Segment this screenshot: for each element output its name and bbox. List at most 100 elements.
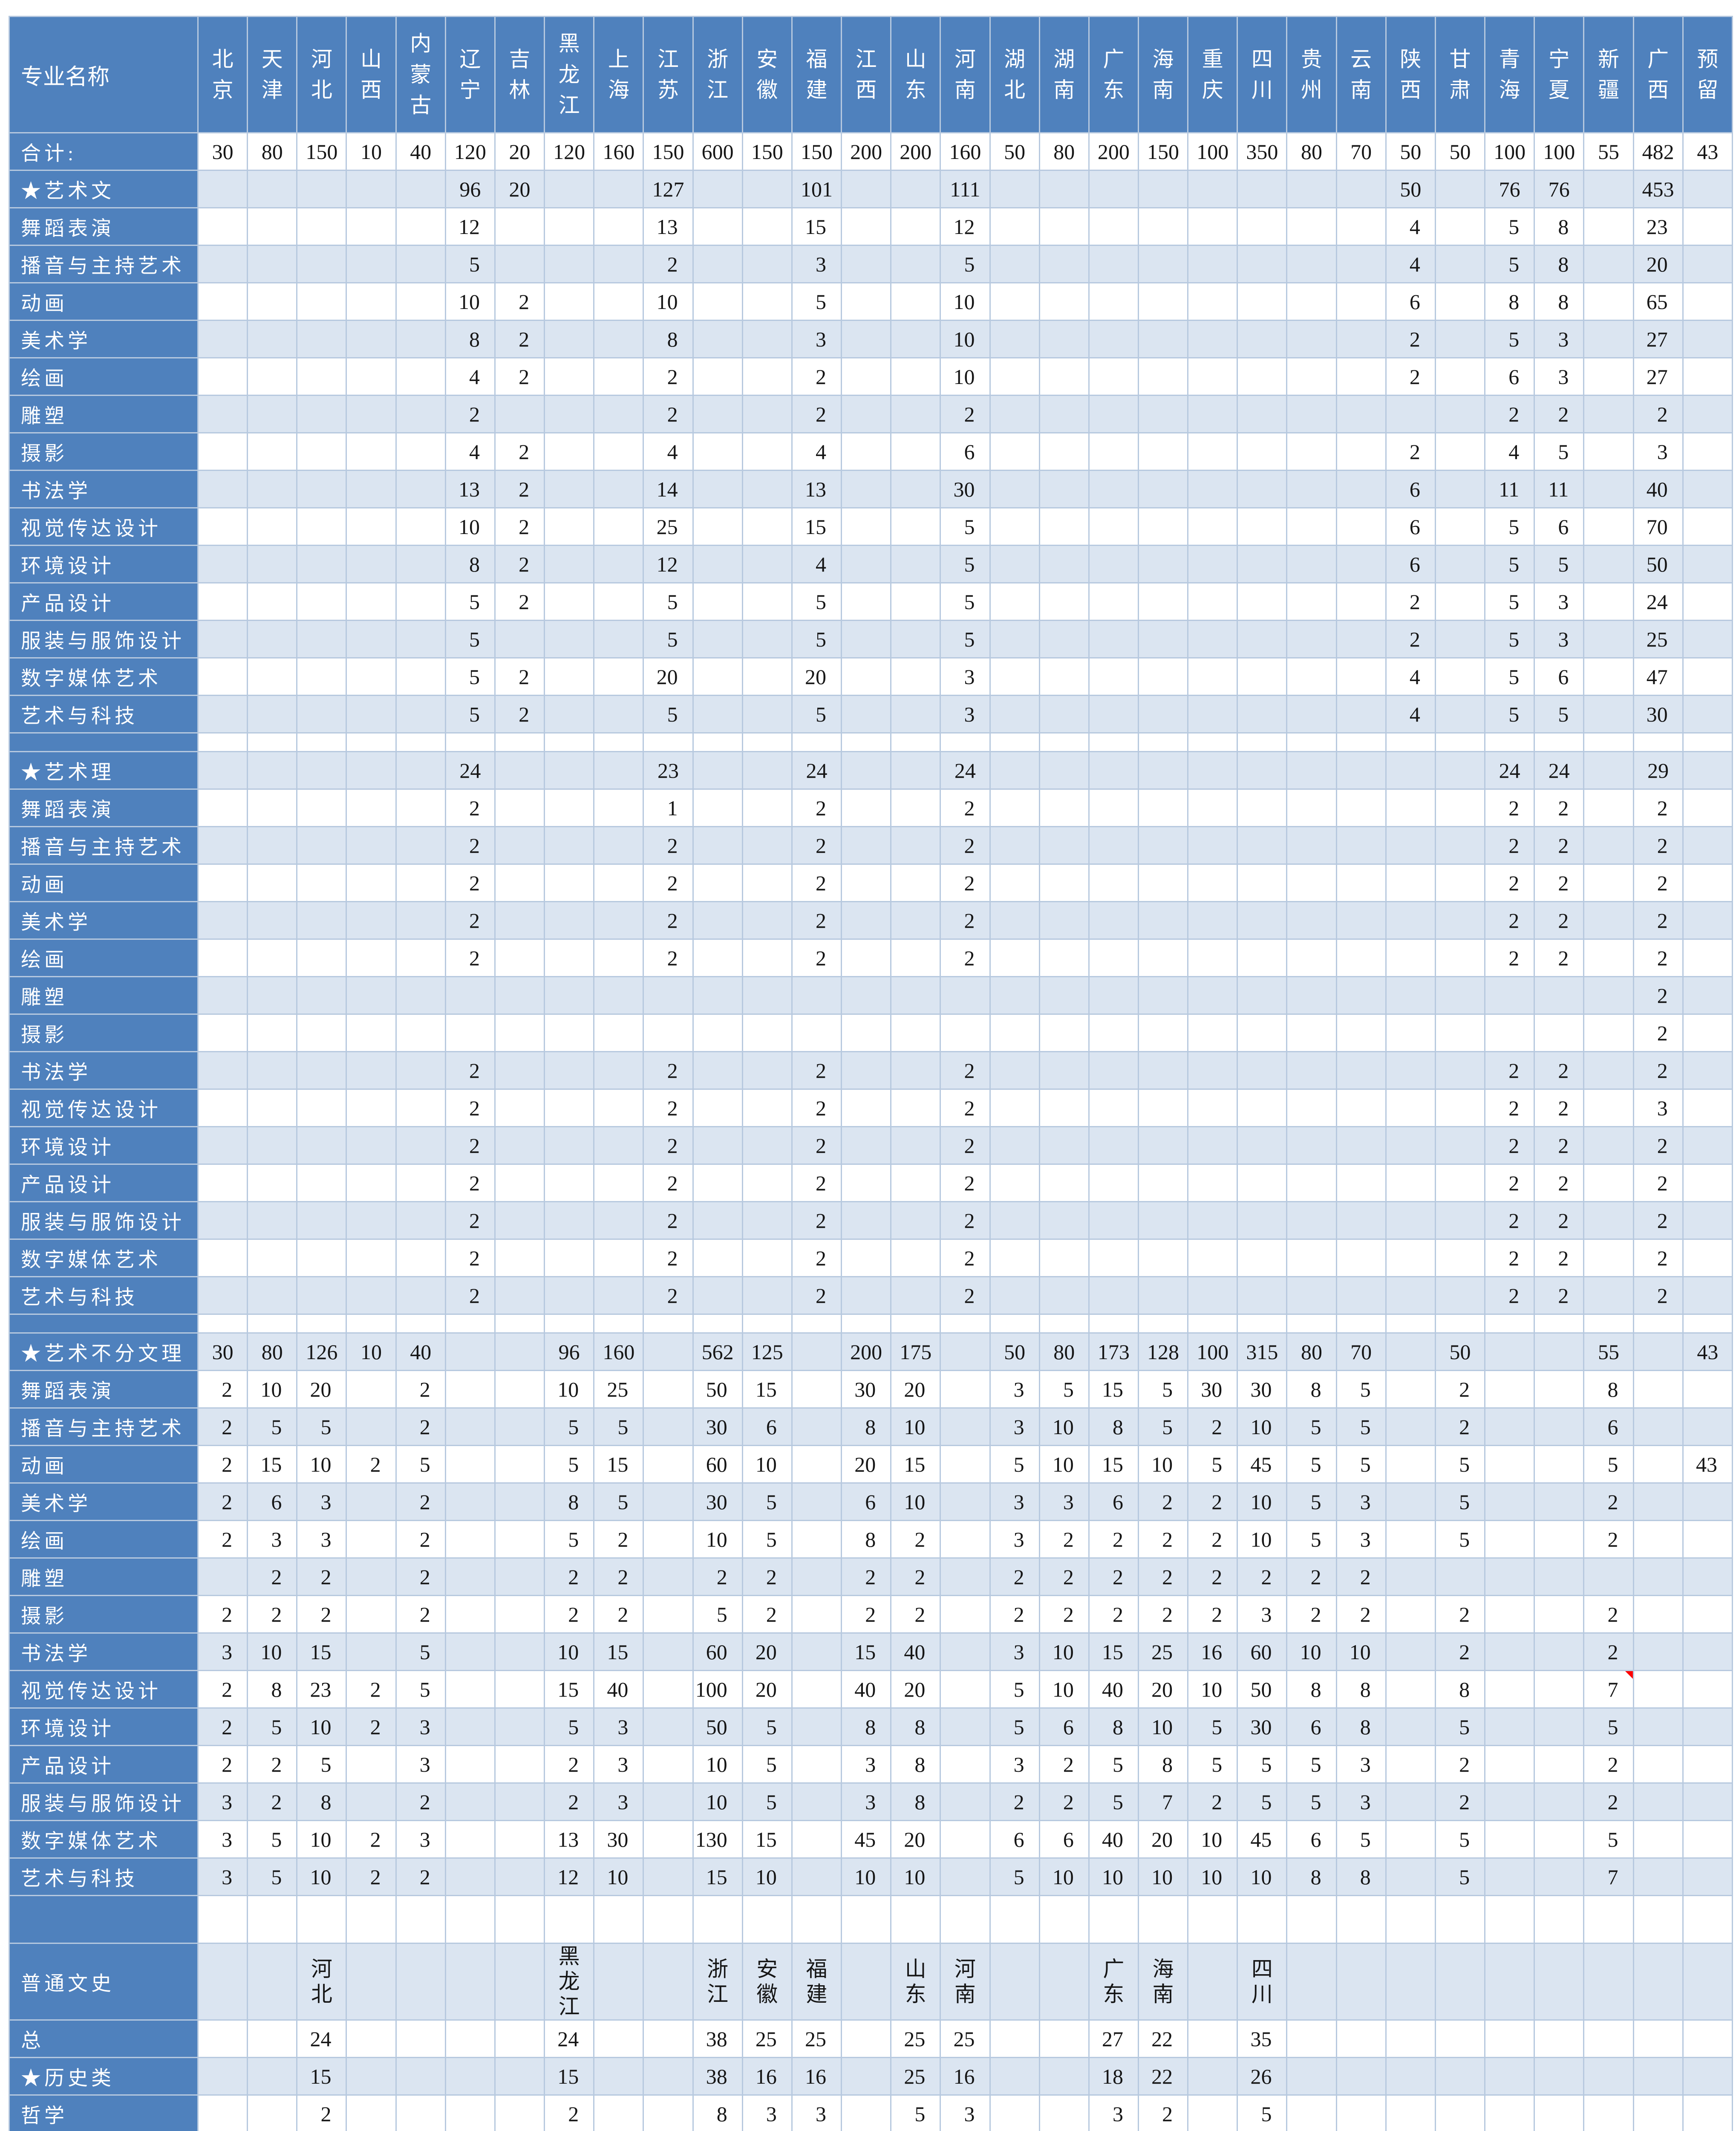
table-cell[interactable]: [1484, 1332, 1535, 1371]
table-cell[interactable]: [1682, 938, 1733, 977]
table-cell[interactable]: [494, 1943, 545, 2021]
table-cell[interactable]: [1583, 395, 1634, 433]
table-cell[interactable]: [890, 545, 941, 583]
table-cell[interactable]: [741, 976, 793, 1015]
table-cell[interactable]: [1335, 582, 1387, 621]
table-cell[interactable]: 2: [1534, 1126, 1585, 1165]
table-cell[interactable]: [346, 395, 397, 433]
table-cell[interactable]: 5: [1088, 1745, 1139, 1784]
table-cell[interactable]: [247, 395, 298, 433]
table-cell[interactable]: [1534, 1632, 1585, 1671]
table-cell[interactable]: 100: [692, 1670, 743, 1709]
table-cell[interactable]: 10: [1187, 1670, 1238, 1709]
table-cell[interactable]: [841, 582, 892, 621]
table-cell[interactable]: [593, 1895, 644, 1944]
table-cell[interactable]: [791, 1895, 842, 1944]
table-cell[interactable]: [1137, 432, 1189, 471]
table-cell[interactable]: [1682, 395, 1733, 433]
table-cell[interactable]: [346, 1164, 397, 1202]
table-cell[interactable]: [1237, 751, 1288, 790]
table-cell[interactable]: [593, 207, 644, 246]
table-cell[interactable]: [940, 1314, 991, 1334]
table-cell[interactable]: 2: [1632, 938, 1684, 977]
table-cell[interactable]: 126: [296, 1332, 347, 1371]
table-cell[interactable]: [1286, 2094, 1337, 2131]
table-cell[interactable]: [643, 1370, 694, 1409]
table-cell[interactable]: [1534, 1014, 1585, 1052]
table-cell[interactable]: 5: [1434, 1445, 1486, 1484]
table-cell[interactable]: 10: [593, 1857, 644, 1896]
table-cell[interactable]: [841, 657, 892, 696]
table-cell[interactable]: 15: [890, 1445, 941, 1484]
table-cell[interactable]: [890, 976, 941, 1015]
table-cell[interactable]: [1682, 470, 1733, 508]
table-cell[interactable]: [1335, 207, 1387, 246]
table-cell[interactable]: 29: [1632, 751, 1684, 790]
table-cell[interactable]: [1484, 1857, 1535, 1896]
table-cell[interactable]: [1434, 732, 1486, 752]
table-cell[interactable]: 60: [1237, 1632, 1288, 1671]
table-cell[interactable]: 2: [544, 1595, 595, 1634]
table-cell[interactable]: 2: [1534, 788, 1585, 827]
table-cell[interactable]: [1385, 732, 1436, 752]
table-cell[interactable]: 200: [1088, 132, 1139, 171]
table-cell[interactable]: [940, 1407, 991, 1446]
table-cell[interactable]: 2: [395, 1557, 446, 1596]
table-cell[interactable]: 2: [494, 582, 545, 621]
table-cell[interactable]: 27: [1632, 357, 1684, 396]
table-cell[interactable]: [1434, 207, 1486, 246]
table-cell[interactable]: [841, 976, 892, 1015]
table-cell[interactable]: [1286, 1314, 1337, 1334]
table-cell[interactable]: 2: [1385, 357, 1436, 396]
table-cell[interactable]: 50: [1237, 1670, 1288, 1709]
table-cell[interactable]: 3: [296, 1482, 347, 1521]
table-cell[interactable]: 2: [1534, 395, 1585, 433]
row-label[interactable]: 总: [9, 2019, 199, 2058]
row-label[interactable]: 动画: [9, 863, 199, 902]
table-cell[interactable]: [1187, 2057, 1238, 2096]
table-cell[interactable]: [593, 1089, 644, 1127]
table-cell[interactable]: 30: [692, 1482, 743, 1521]
table-cell[interactable]: [1088, 1089, 1139, 1127]
table-cell[interactable]: [1682, 863, 1733, 902]
row-label[interactable]: [9, 1314, 199, 1334]
table-cell[interactable]: [296, 826, 347, 865]
table-cell[interactable]: [643, 1632, 694, 1671]
table-cell[interactable]: [1385, 1520, 1436, 1559]
table-cell[interactable]: [1534, 1482, 1585, 1521]
table-cell[interactable]: [989, 2094, 1040, 2131]
table-cell[interactable]: [1434, 245, 1486, 283]
table-cell[interactable]: 24: [296, 2019, 347, 2058]
table-cell[interactable]: [544, 1276, 595, 1315]
table-cell[interactable]: [593, 976, 644, 1015]
table-cell[interactable]: 12: [444, 207, 496, 246]
table-cell[interactable]: [1534, 1407, 1585, 1446]
table-cell[interactable]: [1088, 863, 1139, 902]
column-header[interactable]: 广东: [1088, 16, 1139, 133]
table-cell[interactable]: [346, 1943, 397, 2021]
row-label[interactable]: 数字媒体艺术: [9, 657, 199, 696]
table-cell[interactable]: [247, 320, 298, 358]
table-cell[interactable]: [593, 732, 644, 752]
table-cell[interactable]: 2: [1484, 826, 1535, 865]
table-cell[interactable]: [741, 207, 793, 246]
table-cell[interactable]: [1583, 826, 1634, 865]
table-cell[interactable]: 5: [1335, 1820, 1387, 1859]
table-cell[interactable]: 5: [940, 545, 991, 583]
row-label[interactable]: 书法学: [9, 1632, 199, 1671]
table-cell[interactable]: 3: [989, 1520, 1040, 1559]
table-cell[interactable]: [1434, 1051, 1486, 1090]
table-cell[interactable]: 4: [791, 545, 842, 583]
table-cell[interactable]: [1632, 1314, 1684, 1334]
table-cell[interactable]: 2: [593, 1557, 644, 1596]
table-cell[interactable]: [741, 695, 793, 733]
table-cell[interactable]: [791, 1314, 842, 1334]
table-cell[interactable]: 6: [1534, 507, 1585, 546]
table-cell[interactable]: [741, 1276, 793, 1315]
table-cell[interactable]: 2: [494, 470, 545, 508]
table-cell[interactable]: [296, 1201, 347, 1240]
table-cell[interactable]: 2: [940, 1126, 991, 1165]
table-cell[interactable]: [1385, 1943, 1436, 2021]
table-cell[interactable]: [1237, 1089, 1288, 1127]
table-cell[interactable]: 8: [1534, 282, 1585, 321]
